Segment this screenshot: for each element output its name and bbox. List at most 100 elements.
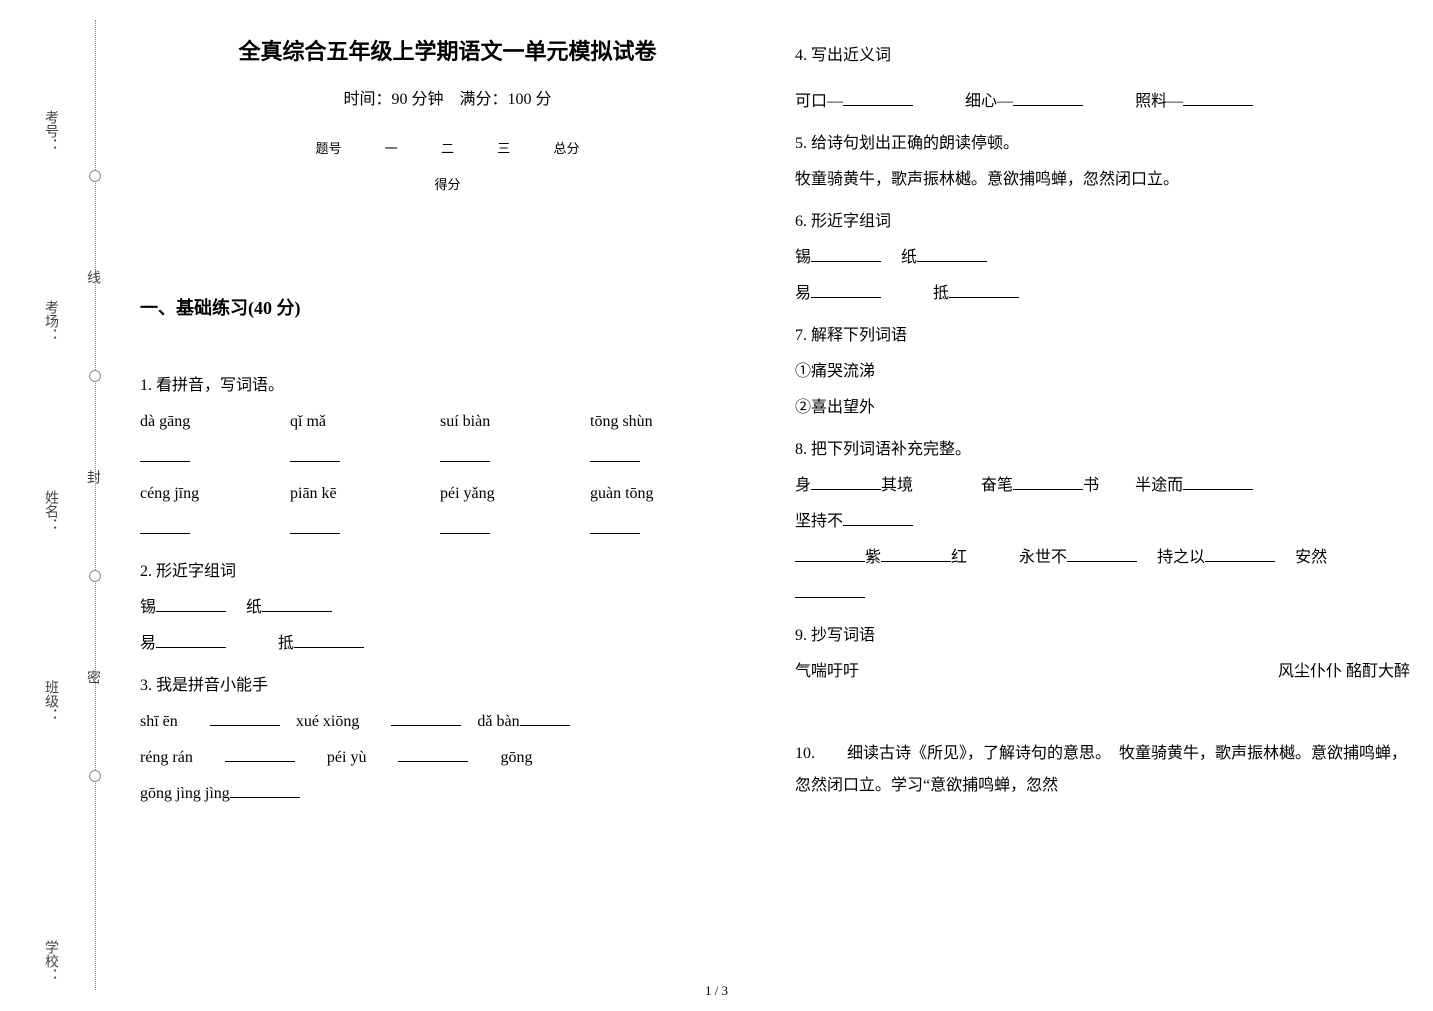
question-9: 9. 抄写词语 气喘吁吁 风尘仆仆 酩酊大醉 bbox=[795, 620, 1410, 688]
q7-item-1: ①痛哭流涕 bbox=[795, 356, 1410, 388]
answer-blank[interactable] bbox=[290, 446, 340, 462]
score-label-1: 一 bbox=[385, 136, 398, 162]
answer-blank[interactable] bbox=[795, 546, 865, 562]
question-1: 1. 看拼音，写词语。 dà gāng qǐ mǎ suí biàn tōng … bbox=[140, 370, 755, 546]
answer-blank[interactable] bbox=[949, 282, 1019, 298]
q8-stem: 8. 把下列词语补充完整。 bbox=[795, 434, 1410, 466]
q3-pinyin: shī ēn bbox=[140, 713, 178, 730]
answer-blank[interactable] bbox=[140, 518, 190, 534]
answer-blank[interactable] bbox=[811, 474, 881, 490]
left-column: 全真综合五年级上学期语文一单元模拟试卷 时间：90 分钟 满分：100 分 题号… bbox=[140, 30, 755, 990]
answer-blank[interactable] bbox=[843, 90, 913, 106]
q8-word: 书 bbox=[1083, 477, 1099, 494]
q5-stem: 5. 给诗句划出正确的朗读停顿。 bbox=[795, 128, 1410, 160]
answer-blank[interactable] bbox=[917, 246, 987, 262]
q1-pinyin: péi yǎng bbox=[440, 478, 590, 510]
score-label-tihao: 题号 bbox=[315, 136, 341, 162]
q2-char: 抵 bbox=[278, 635, 294, 652]
q3-pinyin: gōng bbox=[500, 749, 532, 766]
q8-word: 紫 bbox=[865, 549, 881, 566]
question-2: 2. 形近字组词 锡 纸 易 抵 bbox=[140, 556, 755, 660]
answer-blank[interactable] bbox=[1013, 474, 1083, 490]
q1-pinyin: suí biàn bbox=[440, 406, 590, 438]
answer-blank[interactable] bbox=[156, 632, 226, 648]
answer-blank[interactable] bbox=[230, 782, 300, 798]
answer-blank[interactable] bbox=[590, 446, 640, 462]
q1-pinyin: dà gāng bbox=[140, 406, 290, 438]
q1-pinyin: céng jīng bbox=[140, 478, 290, 510]
q6-char: 易 bbox=[795, 285, 811, 302]
section-1-heading: 一、基础练习(40 分) bbox=[140, 290, 755, 326]
q1-pinyin: qǐ mǎ bbox=[290, 406, 440, 438]
q6-char: 纸 bbox=[901, 249, 917, 266]
q6-stem: 6. 形近字组词 bbox=[795, 206, 1410, 238]
score-label-defen: 得分 bbox=[434, 172, 460, 198]
dotted-cut-line bbox=[95, 20, 96, 990]
answer-blank[interactable] bbox=[440, 518, 490, 534]
q2-stem: 2. 形近字组词 bbox=[140, 556, 755, 588]
right-column: 4. 写出近义词 可口— 细心— 照料— 5. 给诗句划出正确的朗读停顿。 牧童… bbox=[795, 30, 1410, 990]
answer-blank[interactable] bbox=[1205, 546, 1275, 562]
answer-blank[interactable] bbox=[1067, 546, 1137, 562]
q1-pinyin: piān kē bbox=[290, 478, 440, 510]
binding-label-xingming: 姓名： bbox=[40, 490, 60, 532]
binding-char-mi: 密 bbox=[82, 670, 102, 684]
exam-subtitle: 时间：90 分钟 满分：100 分 bbox=[140, 84, 755, 116]
q1-pinyin: tōng shùn bbox=[590, 406, 740, 438]
answer-blank[interactable] bbox=[290, 518, 340, 534]
binding-label-kaohao: 考号： bbox=[40, 110, 60, 152]
q3-stem: 3. 我是拼音小能手 bbox=[140, 670, 755, 702]
answer-blank[interactable] bbox=[881, 546, 951, 562]
q8-word: 其境 bbox=[881, 477, 913, 494]
answer-blank[interactable] bbox=[520, 710, 570, 726]
answer-blank[interactable] bbox=[140, 446, 190, 462]
q8-word: 身 bbox=[795, 477, 811, 494]
answer-blank[interactable] bbox=[1013, 90, 1083, 106]
q8-word: 坚持不 bbox=[795, 513, 843, 530]
q8-word: 安然 bbox=[1295, 549, 1327, 566]
answer-blank[interactable] bbox=[225, 746, 295, 762]
q9-word-right: 风尘仆仆 酩酊大醉 bbox=[1278, 656, 1410, 688]
answer-blank[interactable] bbox=[811, 246, 881, 262]
binding-circle bbox=[89, 370, 101, 382]
answer-blank[interactable] bbox=[210, 710, 280, 726]
binding-char-feng: 封 bbox=[82, 470, 102, 484]
score-label-3: 三 bbox=[497, 136, 510, 162]
question-3: 3. 我是拼音小能手 shī ēn xué xiōng dǎ bàn réng … bbox=[140, 670, 755, 810]
q7-item-2: ②喜出望外 bbox=[795, 392, 1410, 424]
binding-label-banji: 班级： bbox=[40, 680, 60, 722]
q1-pinyin: guàn tōng bbox=[590, 478, 740, 510]
answer-blank[interactable] bbox=[590, 518, 640, 534]
answer-blank[interactable] bbox=[1183, 90, 1253, 106]
q7-stem: 7. 解释下列词语 bbox=[795, 320, 1410, 352]
answer-blank[interactable] bbox=[795, 582, 865, 598]
score-label-total: 总分 bbox=[554, 136, 580, 162]
binding-label-xuexiao: 学校： bbox=[40, 940, 60, 982]
q6-char: 抵 bbox=[933, 285, 949, 302]
exam-title: 全真综合五年级上学期语文一单元模拟试卷 bbox=[140, 30, 755, 74]
question-7: 7. 解释下列词语 ①痛哭流涕 ②喜出望外 bbox=[795, 320, 1410, 424]
q2-char: 易 bbox=[140, 635, 156, 652]
answer-blank[interactable] bbox=[262, 596, 332, 612]
answer-blank[interactable] bbox=[156, 596, 226, 612]
question-4: 4. 写出近义词 可口— 细心— 照料— bbox=[795, 40, 1410, 118]
q6-char: 锡 bbox=[795, 249, 811, 266]
q2-char: 锡 bbox=[140, 599, 156, 616]
q3-pinyin: gōng jìng jìng bbox=[140, 785, 230, 802]
answer-blank[interactable] bbox=[440, 446, 490, 462]
q8-word: 永世不 bbox=[1019, 549, 1067, 566]
answer-blank[interactable] bbox=[1183, 474, 1253, 490]
q3-pinyin: péi yù bbox=[327, 749, 367, 766]
answer-blank[interactable] bbox=[811, 282, 881, 298]
answer-blank[interactable] bbox=[398, 746, 468, 762]
binding-char-xian: 线 bbox=[82, 270, 102, 284]
binding-label-kaochang: 考场： bbox=[40, 300, 60, 342]
answer-blank[interactable] bbox=[843, 510, 913, 526]
q9-stem: 9. 抄写词语 bbox=[795, 620, 1410, 652]
score-row-2: 得分 bbox=[140, 172, 755, 198]
question-6: 6. 形近字组词 锡 纸 易 抵 bbox=[795, 206, 1410, 310]
answer-blank[interactable] bbox=[294, 632, 364, 648]
answer-blank[interactable] bbox=[391, 710, 461, 726]
q3-pinyin: dǎ bàn bbox=[477, 713, 519, 730]
q4-item: 可口— bbox=[795, 93, 843, 110]
